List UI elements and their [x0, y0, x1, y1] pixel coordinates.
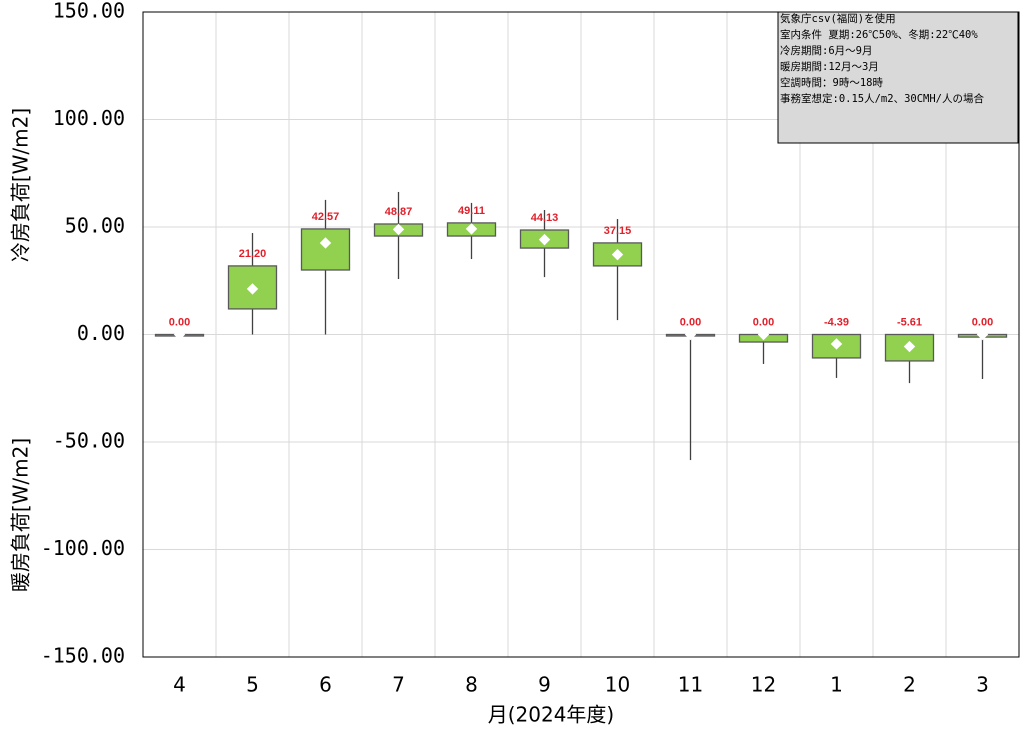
x-tick-label: 6 — [319, 673, 332, 697]
plot-border — [142, 11, 1020, 658]
value-label: 0.00 — [169, 316, 190, 328]
mean-marker — [319, 237, 332, 249]
x-tick-label: 5 — [246, 673, 259, 697]
mean-marker — [830, 338, 843, 350]
annotation-line: 気象庁csv(福岡)を使用 — [780, 12, 896, 25]
value-label: 37.15 — [604, 225, 632, 237]
annotation-line: 室内条件 夏期:26℃50%、冬期:22℃40% — [780, 28, 978, 41]
value-label: -4.39 — [824, 316, 849, 328]
annotation-line: 空調時間：9時～18時 — [780, 76, 883, 89]
y-tick-label: -150.00 — [41, 644, 125, 668]
mean-marker — [903, 340, 916, 353]
x-tick-label: 8 — [465, 673, 478, 697]
mean-marker — [757, 328, 770, 341]
y-tick-label: 50.00 — [65, 214, 125, 238]
y-tick-label: -100.00 — [41, 536, 125, 560]
mean-marker — [538, 233, 551, 246]
x-tick-label: 9 — [538, 673, 551, 697]
x-axis-title: 月(2024年度) — [488, 703, 615, 727]
x-tick-label: 4 — [173, 673, 186, 697]
mean-marker — [173, 328, 186, 341]
box — [300, 228, 351, 271]
annotation-line: 冷房期間:6月～9月 — [780, 44, 872, 57]
y-tick-label: 0.00 — [77, 321, 125, 345]
value-label: 48.87 — [385, 206, 413, 218]
x-tick-label: 12 — [751, 673, 776, 697]
y-tick-label: 100.00 — [53, 106, 125, 130]
mean-marker — [246, 283, 259, 295]
y-tick-label: -50.00 — [53, 429, 125, 453]
x-tick-label: 3 — [976, 673, 989, 697]
y-tick-label: 150.00 — [53, 0, 125, 23]
x-tick-label: 2 — [903, 673, 916, 697]
value-label: 49.11 — [458, 205, 485, 217]
annotation-line: 暖房期間:12月～3月 — [780, 60, 879, 73]
x-tick-label: 7 — [392, 673, 405, 697]
value-label: 42.57 — [312, 211, 340, 223]
mean-marker — [684, 328, 697, 341]
mean-marker — [392, 223, 405, 236]
value-label: 0.00 — [972, 316, 993, 328]
annotation-line: 事務室想定:0.15人/m2、30CMH/人の場合 — [780, 92, 985, 105]
mean-marker — [465, 223, 478, 235]
x-tick-label: 11 — [678, 673, 703, 697]
mean-marker — [611, 248, 624, 261]
value-label: 44.13 — [531, 212, 559, 224]
y-axis-title-heating: 暖房負荷[W/m2] — [9, 438, 33, 592]
value-label: 0.00 — [680, 316, 701, 328]
value-label: 0.00 — [753, 316, 774, 328]
value-label: 21.20 — [239, 248, 267, 260]
x-tick-label: 1 — [830, 673, 843, 697]
x-tick-label: 10 — [605, 673, 630, 697]
annotation-box — [777, 11, 1019, 144]
y-axis-title-cooling: 冷房負荷[W/m2] — [9, 108, 33, 262]
value-label: -5.61 — [897, 316, 922, 328]
mean-marker — [976, 328, 989, 341]
